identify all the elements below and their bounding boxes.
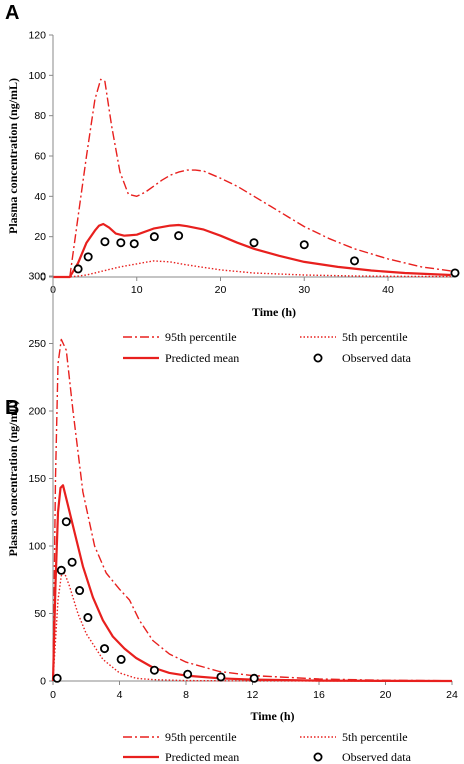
panel-a-observed-point [73,264,83,274]
panel-b-observed-point [67,557,77,567]
panel-a-legend-5th-percentile-label: 5th percentile [342,330,408,344]
panel-a-y-tick-label: 60 [34,151,46,163]
panel-a-observed-point [249,238,259,248]
panel-b-legend-observed-data-label: Observed data [342,750,412,764]
panel-b-observed-point [249,673,259,683]
panel-a-legend-predicted-mean-label: Predicted mean [165,351,239,365]
panel-a-observed-point [174,231,184,241]
panel-b-5th-percentile-line [52,572,453,682]
panel-a-legend-observed-data-swatch [313,353,323,363]
panel-b-x-tick-label: 12 [247,689,259,701]
panel-a-y-tick-label: 40 [34,191,46,203]
panel-a-observed-point [349,256,359,266]
panel-a-observed-point [116,238,126,248]
panel-b-y-tick-label: 0 [40,676,46,688]
panel-b-x-tick-label: 0 [50,689,56,701]
panel-a-observed-point [83,252,93,262]
panel-a-y-tick-label: 0 [40,272,46,284]
panel-a-x-axis-title: Time (h) [252,305,296,319]
panel-b-x-tick-label: 4 [117,689,123,701]
panel-a-legend-observed-data-label: Observed data [342,351,412,365]
panel-a-95th-percentile-line [53,78,451,278]
panel-b-observed-point [149,665,159,675]
panel-a-observed-point [100,237,110,247]
panel-b-x-tick-label: 16 [313,689,325,701]
panel-a-x-tick-label: 40 [382,284,394,296]
panel-a-x-tick-label: 20 [215,284,227,296]
panel-a-y-tick-label: 100 [28,70,46,82]
panel-a-x-tick-label: 30 [298,284,310,296]
panel-b-observed-point [183,669,193,679]
panel-b-letter: B [5,397,19,419]
panel-a-observed-point [129,239,139,249]
panel-b-legend-observed-data-swatch [313,752,323,762]
panel-a-x-tick-label: 10 [131,284,143,296]
panel-a-y-tick-label: 80 [34,110,46,122]
panel-a-y-axis-title: Plasma concentration (ng/mL) [6,78,20,234]
panel-b-y-tick-label: 150 [28,473,46,485]
panel-b-y-axis-title: Plasma concentration (ng/mL) [6,401,20,557]
panel-b-observed-point [61,517,71,527]
panel-b-y-tick-label: 50 [34,608,46,620]
panel-b-legend-95th-percentile-label: 95th percentile [165,730,237,744]
panel-b-observed-point [116,654,126,664]
panel-b-legend-5th-percentile-label: 5th percentile [342,730,408,744]
panel-b-x-tick-label: 8 [183,689,189,701]
panel-b-y-tick-label: 250 [28,338,46,350]
panel-b-observed-point [216,672,226,682]
panel-a-predicted-mean-line [53,222,451,279]
panel-a-legend-95th-percentile-label: 95th percentile [165,330,237,344]
panel-a-5th-percentile-line [53,260,451,278]
panel-a-y-tick-label: 20 [34,231,46,243]
panel-b-observed-point [56,565,66,575]
panel-a-chart: 020406080100120010203040Time (h)Plasma c… [6,30,460,365]
panel-b-legend-predicted-mean-label: Predicted mean [165,750,239,764]
panel-a-observed-point [299,240,309,250]
panel-b-x-tick-label: 24 [446,689,458,701]
panel-b-x-axis-title: Time (h) [250,709,294,723]
panel-a-legend: 95th percentile 5th percentile Predicted m… [123,330,412,365]
panel-a-observed-data-markers [73,231,460,278]
panel-b-95th-percentile-line [52,338,453,682]
panel-b-y-tick-label: 200 [28,406,46,418]
panel-b-observed-point [75,586,85,596]
panel-b-y-tick-label: 300 [28,271,46,283]
panel-b-legend: 95th percentile 5th percentile Predicted m… [123,730,412,764]
panel-a-letter: A [5,2,19,24]
panel-a-observed-point [450,268,460,278]
panel-b-observed-point [52,673,62,683]
panel-b-x-tick-label: 20 [380,689,392,701]
panel-b-predicted-mean-line [51,484,453,683]
panel-b-observed-point [83,613,93,623]
panel-b-observed-data-markers [52,517,259,683]
panel-a-y-tick-label: 120 [28,30,46,42]
panel-b-y-tick-label: 100 [28,541,46,553]
panel-a-observed-point [149,232,159,242]
panel-b-observed-point [100,644,110,654]
